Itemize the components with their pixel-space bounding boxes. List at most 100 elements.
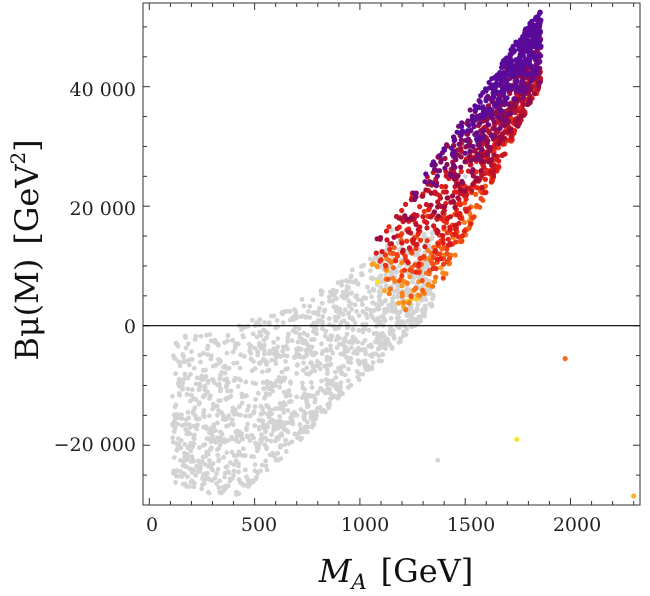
data-point-excluded [236,491,242,496]
data-point-excluded [230,405,236,411]
data-point-excluded [368,268,373,274]
data-point-allowed [444,251,450,257]
data-point-allowed [396,300,402,306]
data-point-excluded [323,328,329,334]
data-point-excluded [288,380,294,386]
data-point-excluded [241,354,247,359]
data-point-excluded [188,479,194,485]
data-point-allowed [521,101,527,108]
data-point-excluded [218,490,224,496]
data-point-excluded [259,462,265,468]
data-point-excluded [309,416,314,421]
data-point-excluded [334,386,340,392]
data-point-allowed [406,245,413,251]
data-point-allowed [462,188,468,194]
data-point-excluded [197,445,202,450]
data-point-allowed [500,122,506,128]
data-point-allowed [458,154,464,160]
data-point-allowed [458,187,464,193]
data-point-allowed [488,169,494,175]
data-point-allowed [402,253,408,260]
data-point-allowed [463,208,469,214]
data-point-allowed [394,226,400,232]
data-point-excluded [301,354,307,360]
data-point-outlier [514,436,520,442]
data-point-allowed [428,202,434,208]
data-point-allowed [470,143,476,150]
data-point-excluded [205,343,211,349]
data-point-allowed [390,250,396,256]
data-point-excluded [317,366,323,372]
data-point-allowed [488,113,494,119]
data-point-excluded [365,284,370,290]
data-point-excluded [257,361,263,366]
data-point-allowed [499,89,505,95]
data-point-allowed [438,256,444,262]
data-point-allowed [390,265,396,271]
data-point-excluded [243,379,249,385]
data-point-allowed [476,134,482,140]
data-point-excluded [173,479,179,485]
data-point-allowed [458,137,464,143]
data-point-excluded [360,309,366,314]
data-point-excluded [234,433,240,439]
data-point-excluded [277,414,283,419]
data-point-excluded [188,372,193,377]
data-point-excluded [238,377,244,383]
data-point-excluded [185,429,191,434]
data-point-excluded [297,332,302,337]
data-point-excluded [218,388,223,394]
data-point-excluded [225,338,231,344]
data-point-excluded [210,377,216,383]
data-point-allowed [531,38,538,44]
data-point-allowed [496,140,502,147]
data-point-excluded [360,327,366,333]
data-point-excluded [230,337,236,343]
data-point-excluded [325,371,330,376]
data-point-excluded [269,432,274,438]
data-point-allowed [441,224,447,230]
data-point-excluded [218,438,224,443]
data-point-excluded [231,453,237,459]
data-point-excluded [348,360,354,365]
data-point-excluded [380,314,386,319]
data-point-excluded [285,339,290,344]
data-point-excluded [229,436,235,442]
data-point-excluded [391,289,397,294]
data-point-excluded [214,403,220,409]
data-point-excluded [302,338,308,344]
data-point-allowed [430,159,436,165]
data-point-allowed [443,173,449,179]
data-point-excluded [390,332,396,338]
data-point-excluded [270,351,276,357]
data-point-allowed [526,25,532,31]
data-point-excluded [193,397,199,403]
data-point-excluded [225,438,231,443]
data-point-excluded [207,430,212,436]
data-point-excluded [304,365,310,371]
data-point-allowed [479,185,485,191]
data-point-allowed [460,129,466,135]
data-point-excluded [258,345,264,351]
data-point-allowed [529,76,535,82]
data-point-excluded [170,470,176,476]
data-point-excluded [232,345,238,351]
data-point-excluded [277,443,283,448]
data-point-excluded [389,346,395,351]
data-point-allowed [424,238,430,244]
data-point-excluded [390,328,396,333]
data-point-excluded [274,318,280,323]
data-point-allowed [468,162,474,168]
data-point-excluded [279,369,285,375]
data-point-allowed [423,171,429,177]
data-point-allowed [500,76,506,82]
data-point-excluded [391,269,396,275]
data-point-excluded [299,347,304,352]
data-point-excluded [360,340,365,346]
data-point-excluded [295,339,301,345]
data-point-allowed [462,200,468,206]
data-point-allowed [378,257,384,263]
data-point-allowed [496,114,502,120]
data-point-excluded [262,442,267,448]
data-point-excluded [216,398,222,404]
